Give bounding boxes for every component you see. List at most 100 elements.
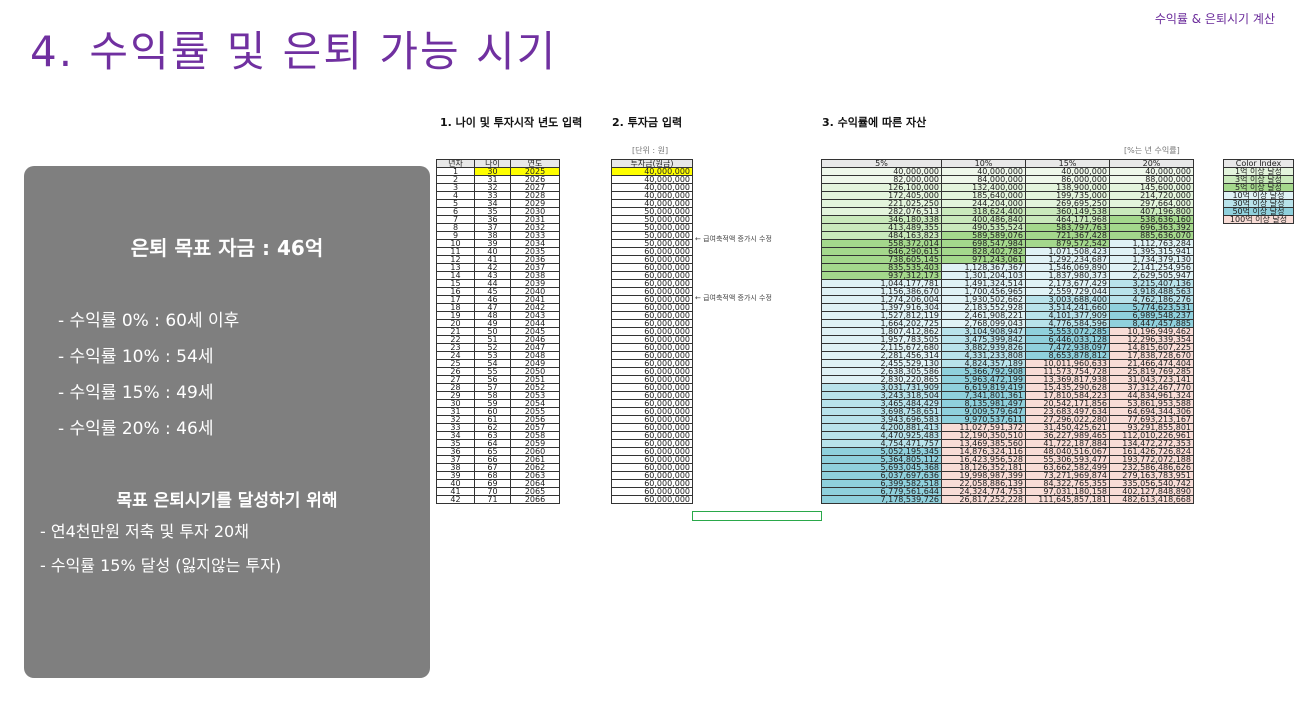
table-row: 60,000,000	[611, 255, 693, 264]
table-row: 35 64 2059	[436, 439, 560, 448]
investment-cell: 60,000,000	[611, 359, 693, 368]
asset-cell: 828,402,782	[941, 247, 1026, 256]
table-row: 60,000,000	[611, 375, 693, 384]
calendar-year-cell: 2058	[510, 431, 560, 440]
asset-cell: 1,071,508,423	[1025, 247, 1110, 256]
asset-cell: 464,171,968	[1025, 215, 1110, 224]
table-header: 10%	[941, 159, 1026, 168]
table-row: 36 65 2060	[436, 447, 560, 456]
asset-cell: 10,196,949,462	[1109, 327, 1194, 336]
asset-cell: 346,180,338	[821, 215, 942, 224]
asset-cell: 84,000,000	[941, 175, 1026, 184]
table-row: 172,405,000 185,640,000 199,735,000 214,720…	[821, 191, 1194, 200]
asset-cell: 3,475,399,842	[941, 335, 1026, 344]
age-cell: 34	[474, 199, 511, 208]
investment-cell: 60,000,000	[611, 303, 693, 312]
investment-cell: 60,000,000	[611, 439, 693, 448]
asset-cell: 25,819,769,285	[1109, 367, 1194, 376]
year-index-cell: 38	[436, 463, 475, 472]
asset-cell: 185,640,000	[941, 191, 1026, 200]
year-index-cell: 9	[436, 231, 475, 240]
table-header: 5%	[821, 159, 942, 168]
table-row: 1,527,812,119 2,461,908,221 4,101,377,909 6…	[821, 311, 1194, 320]
asset-cell: 4,754,471,757	[821, 439, 942, 448]
asset-cell: 1,837,980,373	[1025, 271, 1110, 280]
age-cell: 46	[474, 295, 511, 304]
asset-cell: 4,331,233,808	[941, 351, 1026, 360]
investment-cell: 60,000,000	[611, 279, 693, 288]
asset-cell: 885,636,070	[1109, 231, 1194, 240]
retirement-goal: 은퇴 목표 자금 : 46억	[130, 236, 324, 260]
table-row: 31 60 2055	[436, 407, 560, 416]
asset-cell: 698,547,984	[941, 239, 1026, 248]
asset-cell: 5,364,805,112	[821, 455, 942, 464]
calendar-year-cell: 2038	[510, 271, 560, 280]
asset-cell: 1,395,315,941	[1109, 247, 1194, 256]
age-cell: 67	[474, 463, 511, 472]
age-cell: 71	[474, 495, 511, 504]
investment-cell: 60,000,000	[611, 375, 693, 384]
asset-cell: 5,774,623,531	[1109, 303, 1194, 312]
table-row: 2,115,672,680 3,882,939,826 7,472,938,097 1…	[821, 343, 1194, 352]
asset-cell: 232,586,486,626	[1109, 463, 1194, 472]
legend-row: 1억 이상 달성	[1223, 167, 1294, 176]
asset-cell: 9,009,579,647	[941, 407, 1026, 416]
asset-cell: 145,600,000	[1109, 183, 1194, 192]
asset-cell: 2,768,099,043	[941, 319, 1026, 328]
year-index-cell: 13	[436, 263, 475, 272]
year-index-cell: 30	[436, 399, 475, 408]
asset-cell: 3,465,484,429	[821, 399, 942, 408]
year-index-cell: 28	[436, 383, 475, 392]
asset-cell: 63,662,582,499	[1025, 463, 1110, 472]
asset-cell: 1,807,412,862	[821, 327, 942, 336]
table-header: 투자금(원금)	[611, 159, 693, 168]
investment-cell: 60,000,000	[611, 383, 693, 392]
retirement-marker	[692, 511, 822, 521]
asset-cell: 1,664,202,725	[821, 319, 942, 328]
asset-cell: 6,779,561,644	[821, 487, 942, 496]
table-row: 60,000,000	[611, 335, 693, 344]
table-row: 1,664,202,725 2,768,099,043 4,776,584,596 8…	[821, 319, 1194, 328]
calendar-year-cell: 2065	[510, 487, 560, 496]
table-row: 4 33 2028	[436, 191, 560, 200]
asset-cell: 14,815,607,225	[1109, 343, 1194, 352]
year-index-cell: 3	[436, 183, 475, 192]
asset-cell: 13,469,385,560	[941, 439, 1026, 448]
table-row: 27 56 2051	[436, 375, 560, 384]
calendar-year-cell: 2025	[510, 167, 560, 176]
investment-cell: 60,000,000	[611, 431, 693, 440]
asset-cell: 2,141,254,956	[1109, 263, 1194, 272]
table-row: 60,000,000	[611, 295, 693, 304]
table-row: 60,000,000	[611, 271, 693, 280]
asset-cell: 77,693,213,167	[1109, 415, 1194, 424]
age-cell: 47	[474, 303, 511, 312]
investment-cell: 60,000,000	[611, 447, 693, 456]
asset-cell: 879,572,542	[1025, 239, 1110, 248]
table-row: 60,000,000	[611, 303, 693, 312]
table-row: 11 40 2035	[436, 247, 560, 256]
investment-cell: 60,000,000	[611, 391, 693, 400]
asset-cell: 73,271,969,874	[1025, 471, 1110, 480]
asset-cell: 1,301,204,103	[941, 271, 1026, 280]
rate-line: - 수익률 10% : 54세	[58, 347, 214, 367]
year-index-cell: 20	[436, 319, 475, 328]
table-row: 6 35 2030	[436, 207, 560, 216]
calendar-year-cell: 2027	[510, 183, 560, 192]
table-header: 년차	[436, 159, 475, 168]
investment-cell: 60,000,000	[611, 407, 693, 416]
summary-panel: 은퇴 목표 자금 : 46억 - 수익률 0% : 60세 이후 - 수익률 1…	[24, 166, 430, 678]
table-row: 1,957,783,505 3,475,399,842 6,446,033,128 1…	[821, 335, 1194, 344]
table-row: 60,000,000	[611, 455, 693, 464]
asset-cell: 360,149,538	[1025, 207, 1110, 216]
asset-cell: 97,031,180,158	[1025, 487, 1110, 496]
asset-cell: 40,000,000	[821, 167, 942, 176]
asset-cell: 40,000,000	[1109, 167, 1194, 176]
year-index-cell: 26	[436, 367, 475, 376]
age-cell: 31	[474, 175, 511, 184]
table-row: 60,000,000	[611, 287, 693, 296]
year-index-cell: 2	[436, 175, 475, 184]
table-row: 4,200,881,413 11,027,591,372 31,450,425,62…	[821, 423, 1194, 432]
asset-cell: 646,290,615	[821, 247, 942, 256]
table-row: 558,372,014 698,547,984 879,572,542 1,112,7…	[821, 239, 1194, 248]
investment-cell: 60,000,000	[611, 495, 693, 504]
